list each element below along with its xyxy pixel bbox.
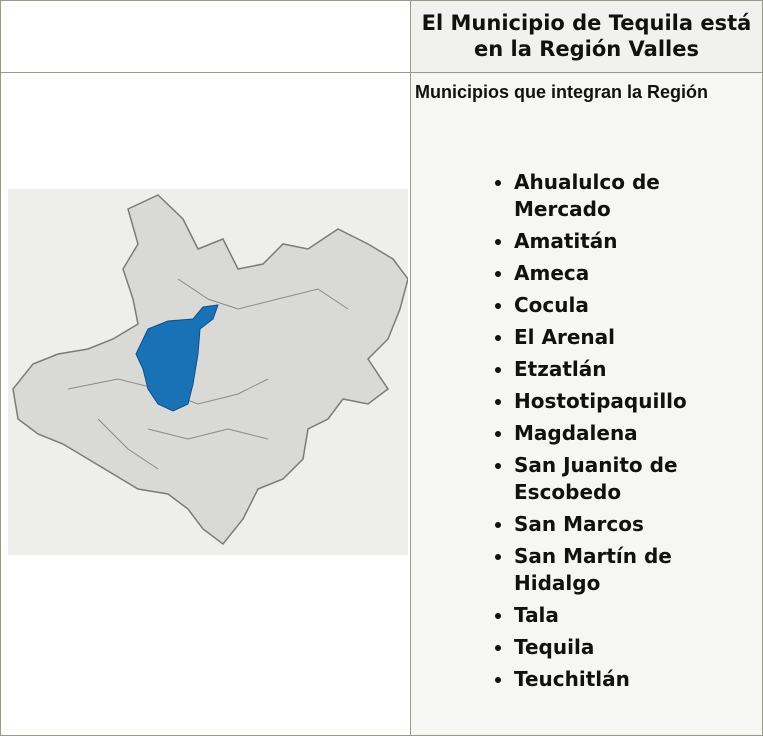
municipality: Teuchitlán: [514, 666, 756, 693]
municipality: Tequila: [514, 634, 756, 661]
municipality: Ameca: [514, 260, 756, 287]
map: [8, 189, 408, 555]
municipality: Magdalena: [514, 420, 756, 447]
municipality: Amatitán: [514, 228, 756, 255]
municipality: Hostotipaquillo: [514, 388, 756, 415]
municipalities-cell: Municipios que integran la Región Ahualu…: [411, 73, 762, 735]
municipality: Cocula: [514, 292, 756, 319]
municipality: Etzatlán: [514, 356, 756, 383]
municipality: Tala: [514, 602, 756, 629]
municipality: El Arenal: [514, 324, 756, 351]
municipality: San Marcos: [514, 511, 756, 538]
map-cell: [1, 73, 411, 735]
municipality-list: Ahualulco de Mercado Amatitán Ameca Cocula E…: [411, 169, 756, 698]
subtitle: Municipios que integran la Región: [415, 82, 709, 102]
municipality: San Juanito de Escobedo: [514, 452, 756, 506]
header-title: El Municipio de Tequila está en la Regió…: [411, 1, 762, 73]
municipality: San Martín de Hidalgo: [514, 543, 756, 597]
municipality: Ahualulco de Mercado: [514, 169, 756, 223]
header-empty-cell: [1, 1, 411, 73]
